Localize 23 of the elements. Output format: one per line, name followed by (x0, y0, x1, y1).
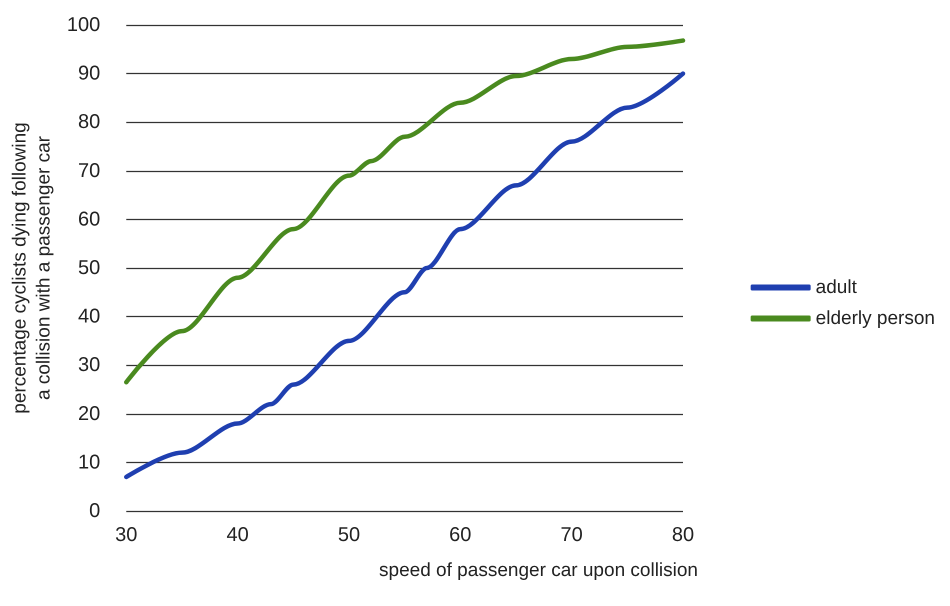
y-tick-label: 100 (66, 14, 100, 36)
x-tick-label: 80 (672, 524, 694, 546)
x-tick-label: 40 (226, 524, 249, 546)
y-tick-label: 10 (78, 451, 100, 474)
y-tick-label: 50 (78, 257, 100, 279)
y-tick-label: 90 (78, 62, 100, 85)
y-tick-label: 20 (78, 402, 100, 425)
line-series (124, 71, 686, 480)
x-tick-label: 60 (449, 524, 472, 546)
y-tick-label: 60 (78, 208, 100, 230)
y-tick-label: 30 (78, 354, 100, 376)
x-tick-label: 70 (560, 524, 583, 546)
legend-label: elderly person (816, 308, 935, 329)
x-tick-label: 30 (115, 524, 138, 546)
line-series (124, 38, 686, 384)
y-tick-label: 0 (89, 500, 100, 522)
legend-label: adult (816, 277, 858, 298)
y-axis-title: percentage cyclists dying following a collision with a passenger car (10, 122, 54, 414)
y-tick-label: 70 (78, 160, 100, 182)
y-tick-label: 40 (78, 306, 100, 328)
x-axis-title: speed of passenger car upon collision (379, 560, 698, 581)
y-tick-label: 80 (78, 111, 100, 134)
x-tick-label: 50 (338, 524, 360, 546)
